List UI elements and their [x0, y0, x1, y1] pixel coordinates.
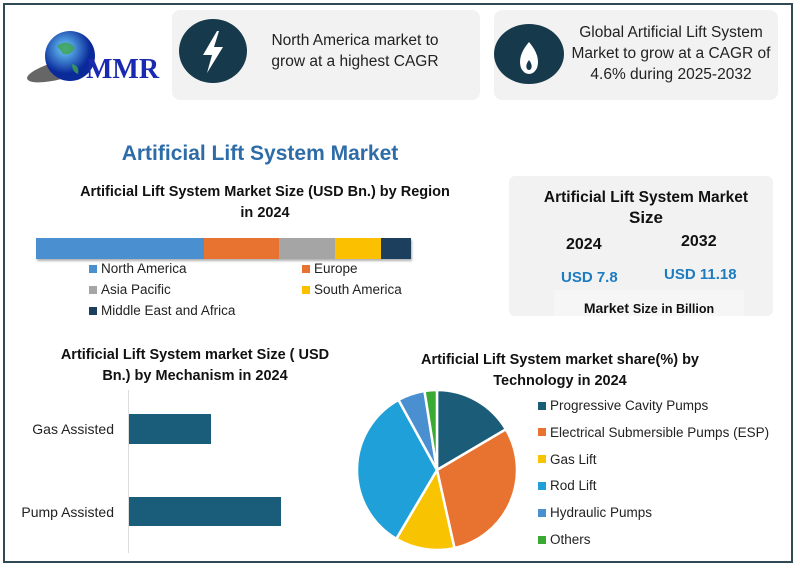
legend-label: Others	[550, 532, 591, 547]
legend-label: Gas Lift	[550, 451, 597, 467]
bar-pump-assisted	[129, 497, 281, 526]
pie-legend-item: Others	[538, 532, 591, 547]
legend-label: South America	[314, 282, 402, 297]
globe-icon	[27, 31, 95, 83]
infographic-frame	[3, 3, 793, 563]
pie-legend-item: Hydraulic Pumps	[538, 505, 652, 520]
legend-swatch	[538, 401, 546, 410]
legend-label: Rod Lift	[550, 478, 597, 494]
legend-label: Progressive Cavity Pumps	[550, 398, 709, 413]
region-segment-asia-pacific	[279, 238, 336, 259]
pie-slice-electrical-submersible-pumps-esp	[435, 427, 519, 550]
mmr-logo: MMR	[22, 26, 170, 88]
legend-swatch	[538, 455, 546, 464]
technology-pie-chart	[355, 388, 519, 552]
region-segment-south-america	[335, 238, 381, 259]
pie-legend-item: Progressive Cavity Pumps	[538, 398, 708, 413]
logo-text: MMR	[86, 54, 160, 85]
legend-label: Electrical Submersible Pumps (ESP)	[550, 424, 770, 440]
pie-slice-progressive-cavity-pumps	[435, 388, 508, 473]
region-segment-north-america	[36, 238, 204, 259]
market-size-footer: Market Size in Billion	[554, 290, 744, 316]
bar-gas-assisted	[129, 414, 211, 444]
legend-label: Hydraulic Pumps	[550, 505, 653, 521]
region-segment-europe	[204, 238, 279, 259]
card-text: North America market to grow at a highes…	[271, 32, 439, 70]
year-2024: 2024	[566, 236, 602, 253]
mechanism-axis	[128, 390, 129, 553]
pie-slice-others	[423, 388, 439, 471]
pie-legend-item: Electrical Submersible Pumps (ESP)	[538, 425, 769, 440]
legend-north-america: North America	[89, 261, 187, 276]
market-size-title-2: Size	[628, 208, 664, 227]
market-size-box: Artificial Lift System Market Size 2024 …	[509, 176, 773, 316]
legend-label: Europe	[314, 261, 358, 276]
region-stacked-bar	[36, 238, 411, 259]
value-2024: USD 7.8	[561, 269, 618, 286]
mechanism-label-pump: Pump Assisted	[21, 504, 114, 520]
flame-icon	[494, 24, 564, 84]
pie-chart-title: Artificial Lift System market share(%) b…	[420, 352, 699, 389]
value-2032: USD 11.18	[664, 266, 737, 283]
legend-swatch	[538, 428, 546, 437]
legend-mea: Middle East and Africa	[89, 303, 235, 318]
footer-b: Size in Billion	[632, 302, 715, 316]
card-text: Global Artificial Lift System Market to …	[571, 24, 771, 83]
lightning-icon	[179, 19, 247, 83]
footer-a: Market	[583, 300, 629, 316]
region-chart-title: Artificial Lift System Market Size (USD …	[80, 184, 450, 221]
market-size-title: Artificial Lift System Market	[543, 189, 749, 206]
legend-label: North America	[101, 261, 187, 276]
legend-swatch	[538, 535, 546, 544]
legend-europe: Europe	[302, 261, 358, 276]
main-title: Artificial Lift System Market	[121, 142, 399, 165]
highlight-card-north-america: North America market to grow at a highes…	[172, 10, 480, 100]
pie-legend-item: Rod Lift	[538, 478, 597, 493]
year-2032: 2032	[681, 233, 717, 250]
legend-label: Middle East and Africa	[101, 303, 236, 318]
mechanism-chart-title: Artificial Lift System market Size ( USD…	[60, 347, 330, 384]
region-segment-middle-east-and-africa	[381, 238, 411, 259]
legend-south-america: South America	[302, 282, 402, 297]
legend-label: Asia Pacific	[101, 282, 171, 297]
pie-legend-item: Gas Lift	[538, 452, 597, 467]
legend-swatch	[538, 508, 546, 517]
mechanism-label-gas: Gas Assisted	[32, 421, 114, 437]
legend-swatch	[538, 481, 546, 490]
highlight-card-cagr: Global Artificial Lift System Market to …	[494, 10, 778, 100]
legend-asia-pacific: Asia Pacific	[89, 282, 171, 297]
